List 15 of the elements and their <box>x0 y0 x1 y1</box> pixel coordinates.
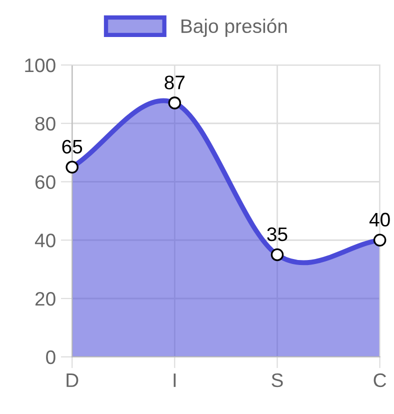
data-label: 65 <box>62 140 82 154</box>
x-tick-label: D <box>66 374 78 387</box>
y-tick-label: 100 <box>25 58 56 72</box>
y-tick-label: 20 <box>35 292 56 306</box>
x-tick-label: I <box>174 374 176 387</box>
data-label: 87 <box>164 76 185 90</box>
y-tick-label: 60 <box>35 175 56 189</box>
y-tick-label: 0 <box>46 350 56 364</box>
y-tick-label: 40 <box>34 234 56 248</box>
x-tick-label: S <box>272 373 283 388</box>
legend-label: Bajo presión <box>181 18 287 37</box>
data-label: 40 <box>369 212 390 227</box>
data-label: 35 <box>267 227 288 242</box>
x-tick-label: C <box>374 373 386 388</box>
y-tick-label: 80 <box>35 116 56 131</box>
